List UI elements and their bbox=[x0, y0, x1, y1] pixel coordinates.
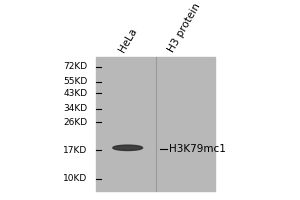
Text: H3K79mc1: H3K79mc1 bbox=[169, 144, 226, 154]
Text: 10KD: 10KD bbox=[63, 174, 88, 183]
Ellipse shape bbox=[113, 145, 142, 151]
Bar bbox=[97, 57, 215, 191]
Text: 55KD: 55KD bbox=[63, 77, 88, 86]
Text: 43KD: 43KD bbox=[64, 89, 88, 98]
Text: 34KD: 34KD bbox=[64, 104, 88, 113]
Text: 26KD: 26KD bbox=[64, 118, 88, 127]
Text: 17KD: 17KD bbox=[63, 146, 88, 155]
Text: HeLa: HeLa bbox=[118, 26, 139, 54]
Text: 72KD: 72KD bbox=[64, 62, 88, 71]
Text: H3 protein: H3 protein bbox=[167, 1, 203, 54]
